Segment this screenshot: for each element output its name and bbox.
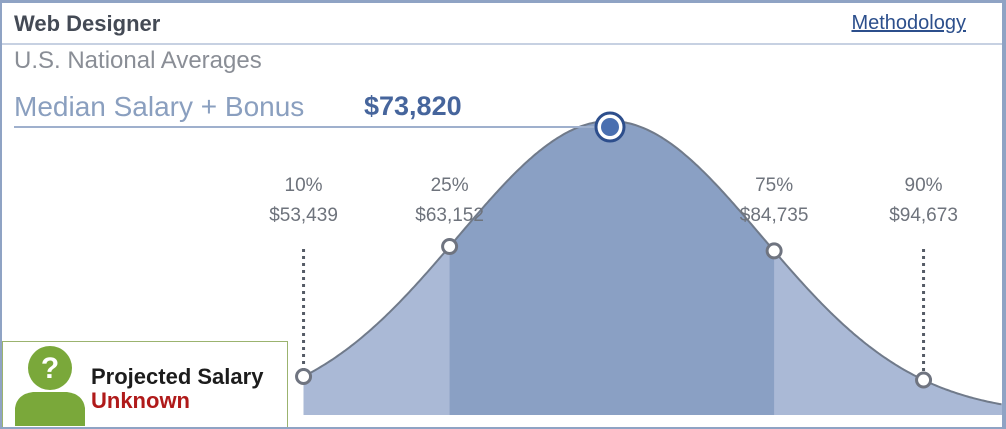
percentile-25-label: 25% bbox=[431, 175, 469, 196]
methodology-link[interactable]: Methodology bbox=[851, 12, 966, 34]
percentile-90-value: $94,673 bbox=[889, 205, 958, 226]
percentile-25-value: $63,152 bbox=[415, 205, 484, 226]
percentile-10-label: 10% bbox=[285, 175, 323, 196]
job-title: Web Designer bbox=[14, 11, 161, 36]
median-marker bbox=[594, 111, 626, 143]
percentile-90-marker bbox=[915, 371, 933, 389]
percentile-75-label: 75% bbox=[755, 175, 793, 196]
median-label: Median Salary + Bonus bbox=[14, 91, 305, 122]
median-value: $73,820 bbox=[364, 91, 462, 121]
subtitle: U.S. National Averages bbox=[14, 47, 262, 74]
svg-text:?: ? bbox=[41, 352, 59, 385]
percentile-75-marker bbox=[765, 242, 783, 260]
distribution-inner-area bbox=[449, 121, 775, 415]
percentile-90-label: 90% bbox=[905, 175, 943, 196]
salary-distribution-chart: 10% $53,439 25% $63,152 75% $84,735 90% $94,673 bbox=[14, 111, 1002, 415]
median-marker-dot bbox=[601, 118, 619, 136]
header-bar: Web Designer Methodology bbox=[2, 3, 1002, 45]
projected-salary-badge[interactable]: ? Projected Salary Unknown bbox=[2, 341, 288, 427]
percentile-10-marker bbox=[295, 367, 313, 385]
badge-line1: Projected Salary bbox=[91, 364, 264, 389]
percentile-75-value: $84,735 bbox=[740, 205, 809, 226]
distribution-curve-line bbox=[303, 120, 1002, 406]
badge-line2: Unknown bbox=[91, 388, 190, 413]
percentile-25-marker bbox=[441, 238, 459, 256]
percentile-10-value: $53,439 bbox=[269, 205, 338, 226]
question-person-icon: ? bbox=[13, 344, 87, 427]
